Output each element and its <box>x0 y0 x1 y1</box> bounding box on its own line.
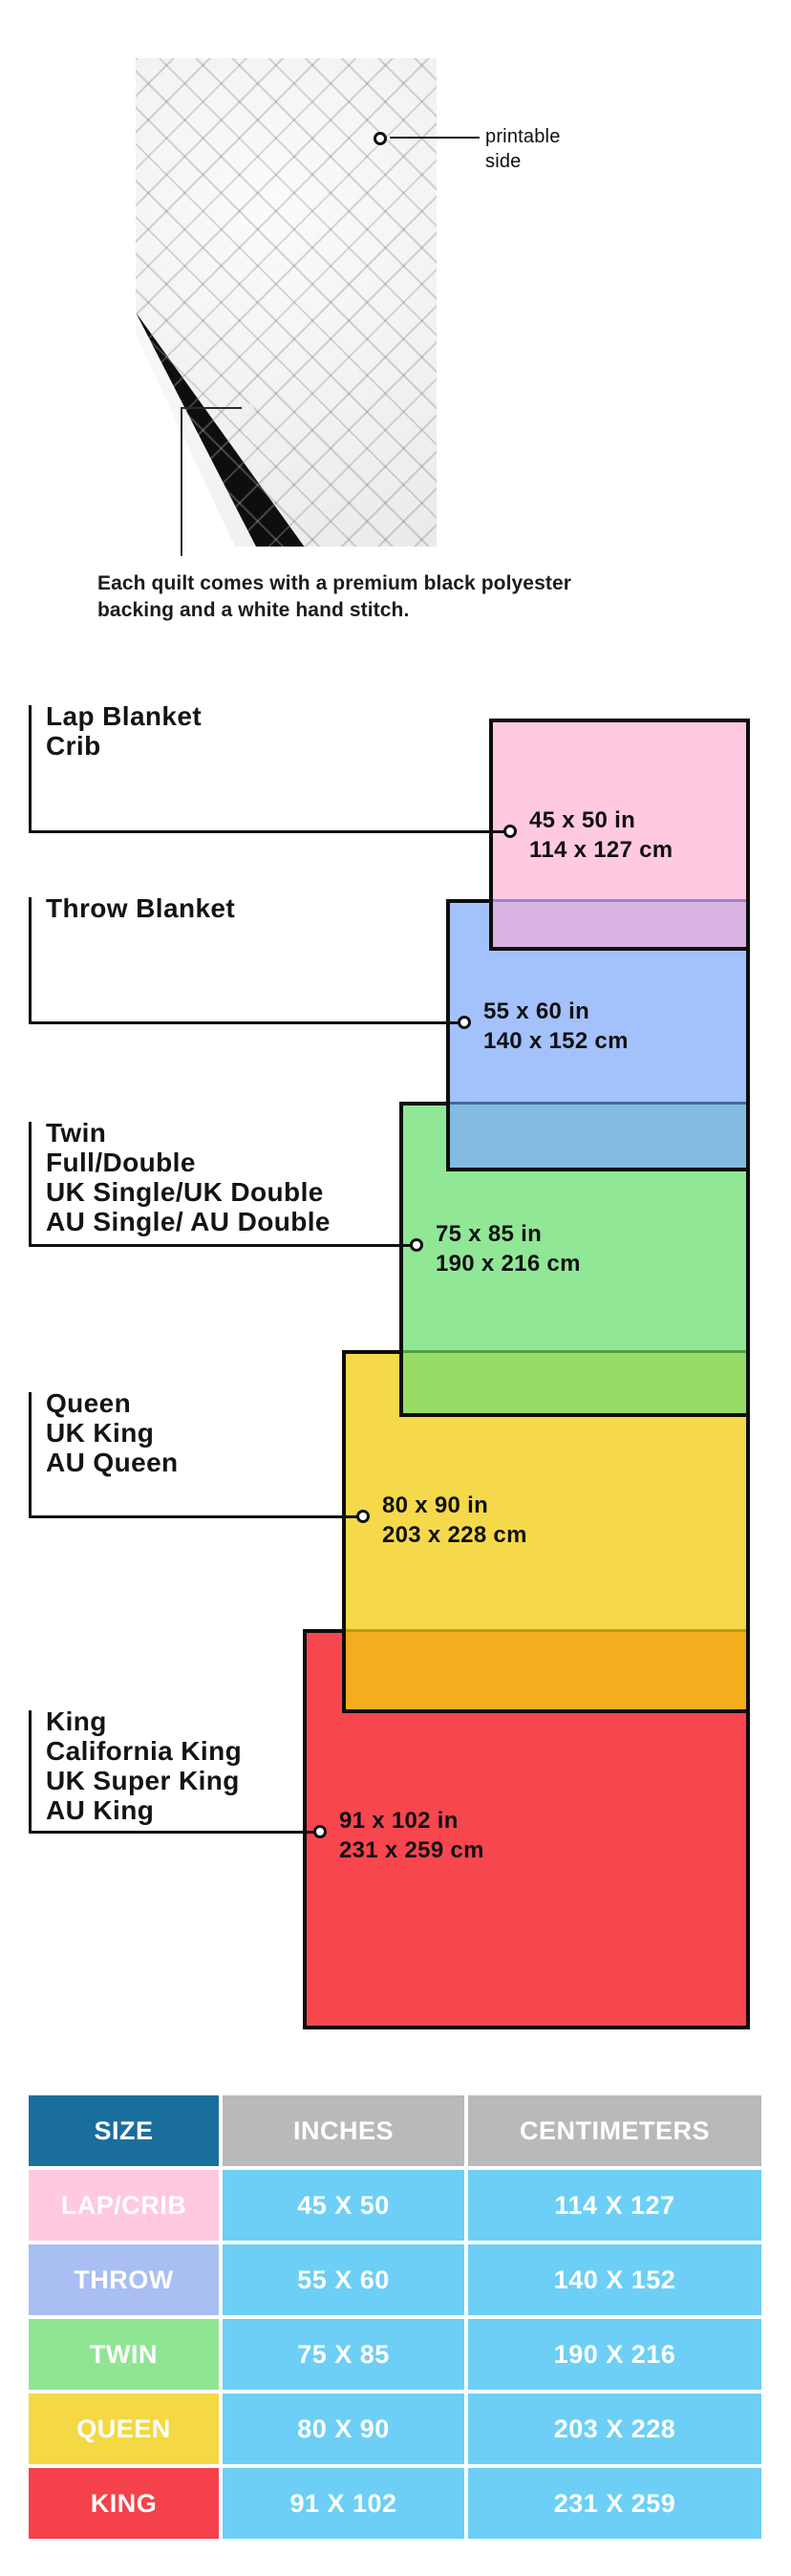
size-dims-twin: 75 x 85 in 190 x 216 cm <box>436 1219 581 1278</box>
size-dims-twin-cm: 190 x 216 cm <box>436 1251 581 1277</box>
overlap-strip-lap <box>493 899 746 947</box>
backing-leader-line-v <box>181 407 182 556</box>
leader-vline-lap <box>29 705 32 833</box>
overlap-strip-throw <box>450 1102 746 1168</box>
size-label-lap-line1: Lap Blanket <box>46 701 203 731</box>
size-label-king: King California King UK Super King AU King <box>46 1707 242 1825</box>
printable-side-label: printable side <box>485 124 561 174</box>
backing-leader-line-h <box>181 407 242 409</box>
size-label-king-line2: California King <box>46 1736 243 1766</box>
table-header-centimeters: CENTIMETERS <box>468 2095 761 2166</box>
table-inches-cell-queen: 80 X 90 <box>223 2394 464 2464</box>
size-dims-throw-cm: 140 x 152 cm <box>483 1028 629 1054</box>
size-dims-lap-cm: 114 x 127 cm <box>529 837 673 863</box>
leader-hline-twin <box>29 1244 411 1247</box>
printable-side-marker-icon <box>374 132 387 145</box>
leader-hline-throw <box>29 1021 459 1024</box>
size-label-throw: Throw Blanket <box>46 893 235 923</box>
table-inches-cell-king: 91 X 102 <box>223 2468 464 2539</box>
size-marker-icon-queen <box>356 1510 370 1523</box>
backing-marker-icon <box>241 403 254 417</box>
size-marker-icon-king <box>313 1825 327 1838</box>
size-label-twin: Twin Full/Double UK Single/UK Double AU Sin… <box>46 1118 331 1236</box>
size-dims-lap-inches: 45 x 50 in <box>529 807 636 833</box>
backing-caption: Each quilt comes with a premium black po… <box>97 570 728 624</box>
table-size-cell-twin: TWIN <box>29 2319 219 2390</box>
size-label-king-line4: AU King <box>46 1795 155 1825</box>
table-cm-cell-king: 231 X 259 <box>468 2468 761 2539</box>
size-label-twin-line1: Twin <box>46 1118 107 1148</box>
size-dims-throw: 55 x 60 in 140 x 152 cm <box>483 997 629 1056</box>
table-size-cell-queen: QUEEN <box>29 2394 219 2464</box>
leader-vline-king <box>29 1710 32 1834</box>
leader-hline-king <box>29 1831 314 1834</box>
size-dims-twin-inches: 75 x 85 in <box>436 1221 543 1247</box>
table-size-cell-lap-crib: LAP/CRIB <box>29 2170 219 2241</box>
size-dims-queen-cm: 203 x 228 cm <box>382 1522 527 1548</box>
table-cm-cell-throw: 140 X 152 <box>468 2244 761 2315</box>
printable-side-label-line2: side <box>485 151 522 172</box>
size-rect-lap <box>489 719 750 951</box>
size-marker-icon-throw <box>458 1016 471 1029</box>
size-label-queen-line1: Queen <box>46 1388 132 1418</box>
backing-caption-line1: Each quilt comes with a premium black po… <box>97 572 572 594</box>
leader-vline-twin <box>29 1122 32 1247</box>
size-label-queen: Queen UK King AU Queen <box>46 1388 179 1477</box>
table-inches-cell-throw: 55 X 60 <box>223 2244 464 2315</box>
printable-side-leader-line <box>390 137 480 139</box>
size-dims-king-inches: 91 x 102 in <box>339 1808 459 1834</box>
size-marker-icon-twin <box>410 1238 423 1252</box>
table-header-inches: INCHES <box>223 2095 464 2166</box>
size-marker-icon-lap <box>503 825 517 838</box>
size-label-twin-line4: AU Single/ AU Double <box>46 1207 331 1236</box>
leader-hline-lap <box>29 830 504 833</box>
overlap-strip-queen <box>346 1629 746 1709</box>
size-label-lap-line2: Crib <box>46 731 101 761</box>
printable-side-label-line1: printable <box>485 126 561 147</box>
backing-caption-line2: backing and a white hand stitch. <box>97 599 410 621</box>
size-label-twin-line2: Full/Double <box>46 1148 196 1177</box>
table-size-cell-king: KING <box>29 2468 219 2539</box>
size-dims-lap: 45 x 50 in 114 x 127 cm <box>529 805 673 865</box>
size-comparison-diagram: King California King UK Super King AU King 9… <box>29 701 750 2029</box>
size-label-lap: Lap Blanket Crib <box>46 701 202 761</box>
table-inches-cell-twin: 75 X 85 <box>223 2319 464 2390</box>
table-cm-cell-queen: 203 X 228 <box>468 2394 761 2464</box>
table-cm-cell-twin: 190 X 216 <box>468 2319 761 2390</box>
size-label-queen-line3: AU Queen <box>46 1448 179 1477</box>
size-dims-queen-inches: 80 x 90 in <box>382 1492 489 1518</box>
table-cm-cell-lap-crib: 114 X 127 <box>468 2170 761 2241</box>
table-header-size: SIZE <box>29 2095 219 2166</box>
size-label-king-line3: UK Super King <box>46 1766 240 1795</box>
size-label-throw-line1: Throw Blanket <box>46 893 236 923</box>
overlap-strip-twin <box>403 1350 746 1413</box>
size-label-twin-line3: UK Single/UK Double <box>46 1177 324 1207</box>
leader-vline-throw <box>29 897 32 1024</box>
size-dims-king: 91 x 102 in 231 x 259 cm <box>339 1806 484 1865</box>
size-label-queen-line2: UK King <box>46 1418 155 1448</box>
leader-vline-queen <box>29 1392 32 1518</box>
table-size-cell-throw: THROW <box>29 2244 219 2315</box>
size-dims-queen: 80 x 90 in 203 x 228 cm <box>382 1491 527 1550</box>
size-dims-king-cm: 231 x 259 cm <box>339 1837 484 1863</box>
leader-hline-queen <box>29 1515 357 1518</box>
size-table: SIZE INCHES CENTIMETERS LAP/CRIB 45 X 50 114 … <box>29 2095 761 2539</box>
size-dims-throw-inches: 55 x 60 in <box>483 998 590 1024</box>
table-inches-cell-lap-crib: 45 X 50 <box>223 2170 464 2241</box>
size-label-king-line1: King <box>46 1707 107 1736</box>
